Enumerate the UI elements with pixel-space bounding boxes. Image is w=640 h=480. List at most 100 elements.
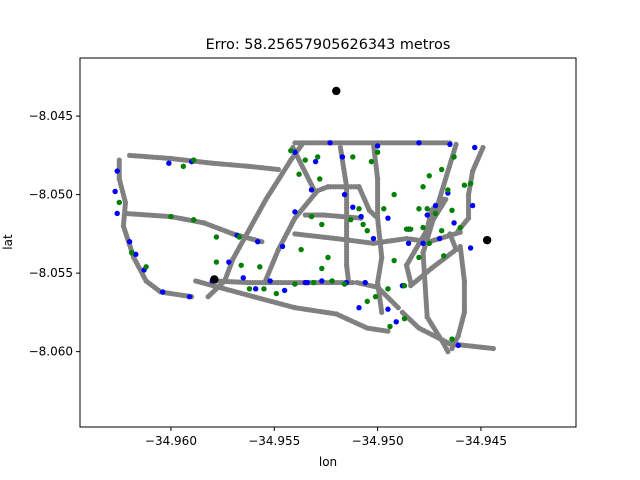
green-data-point — [364, 228, 370, 234]
y-tick-label: −8.045 — [29, 109, 73, 123]
green-data-point — [314, 154, 321, 160]
blue-data-point — [405, 240, 412, 246]
y-tick-label: −8.055 — [29, 266, 73, 280]
green-data-point — [420, 224, 426, 231]
green-data-point — [438, 228, 445, 234]
green-data-point — [401, 315, 408, 322]
blue-data-point — [126, 239, 133, 245]
x-tick-label: −34.945 — [455, 434, 507, 448]
route-point — [259, 239, 265, 245]
blue-data-point — [267, 278, 273, 284]
green-data-point — [319, 221, 325, 228]
green-data-point — [257, 264, 263, 270]
green-data-point — [449, 207, 455, 214]
blue-data-point — [308, 187, 315, 193]
blue-data-point — [362, 279, 368, 286]
green-data-point — [246, 286, 253, 292]
x-tick-label: −34.950 — [352, 434, 404, 448]
green-data-point — [310, 279, 317, 286]
y-tick-label: −8.060 — [29, 345, 73, 359]
green-data-point — [350, 154, 356, 160]
blue-data-point — [255, 239, 261, 245]
blue-data-point — [327, 140, 333, 146]
route-point — [445, 349, 451, 355]
blue-data-point — [341, 191, 348, 198]
green-data-point — [302, 157, 308, 163]
green-data-point — [426, 240, 432, 246]
green-data-point — [236, 234, 242, 240]
blue-data-point — [358, 213, 364, 220]
green-data-point — [368, 158, 375, 165]
x-tick-label: −34.955 — [248, 434, 300, 448]
x-axis-label: lon — [319, 455, 337, 469]
blue-data-point — [432, 202, 439, 209]
y-axis: −8.045 −8.050 −8.055 −8.060 — [29, 109, 80, 359]
route-point — [275, 166, 281, 173]
green-data-point — [467, 180, 474, 187]
blue-data-point — [436, 235, 443, 242]
blue-data-point — [281, 287, 288, 294]
green-data-point — [416, 206, 422, 212]
blue-data-point — [472, 144, 478, 151]
blue-data-point — [114, 210, 120, 217]
green-data-point — [356, 206, 362, 212]
green-data-point — [213, 234, 220, 240]
green-data-point — [374, 149, 381, 155]
green-data-point — [424, 206, 430, 212]
green-data-point — [213, 259, 220, 265]
plot-area — [112, 86, 496, 355]
blue-data-point — [467, 245, 474, 251]
green-data-point — [273, 290, 280, 297]
blue-data-point — [416, 140, 422, 146]
green-data-point — [298, 246, 304, 253]
green-data-point — [381, 206, 387, 212]
green-data-point — [261, 286, 267, 292]
green-data-point — [372, 293, 379, 300]
blue-data-point — [393, 319, 399, 325]
blue-data-point — [339, 154, 346, 160]
route-point — [447, 231, 453, 237]
green-data-point — [461, 182, 468, 188]
blue-data-point — [447, 141, 453, 148]
green-data-point — [190, 157, 197, 163]
route-point — [350, 279, 356, 286]
green-data-point — [238, 262, 244, 268]
blue-data-point — [112, 188, 118, 195]
green-data-point — [360, 221, 366, 228]
green-data-point — [401, 282, 408, 289]
green-data-point — [403, 226, 410, 232]
green-data-point — [180, 163, 187, 170]
green-data-point — [292, 281, 298, 287]
green-data-point — [143, 264, 149, 270]
green-data-point — [296, 171, 302, 177]
green-data-point — [445, 187, 451, 193]
green-data-point — [387, 323, 393, 330]
blue-data-point — [312, 158, 319, 165]
axes-frame — [79, 57, 577, 428]
blue-data-point — [114, 168, 120, 174]
black-marker-point — [482, 235, 492, 245]
blue-data-point — [166, 160, 172, 166]
route-point — [490, 345, 496, 352]
green-data-point — [407, 226, 414, 232]
black-marker-point — [332, 86, 341, 96]
green-data-point — [432, 210, 439, 217]
green-data-point — [128, 250, 135, 256]
green-data-point — [288, 147, 294, 154]
blue-data-point — [159, 289, 166, 295]
blue-data-point — [424, 212, 430, 218]
x-tick-label: −34.960 — [145, 434, 197, 448]
blue-data-point — [469, 202, 476, 209]
blue-data-point — [455, 342, 461, 349]
green-data-point — [325, 254, 331, 261]
route-point — [337, 140, 343, 146]
green-data-point — [317, 176, 323, 182]
blue-data-point — [186, 293, 193, 300]
green-data-point — [168, 213, 174, 220]
blue-data-point — [420, 240, 426, 246]
green-data-point — [451, 154, 457, 160]
route-point — [385, 328, 391, 334]
route-point — [205, 294, 211, 300]
blue-data-point — [385, 215, 391, 221]
